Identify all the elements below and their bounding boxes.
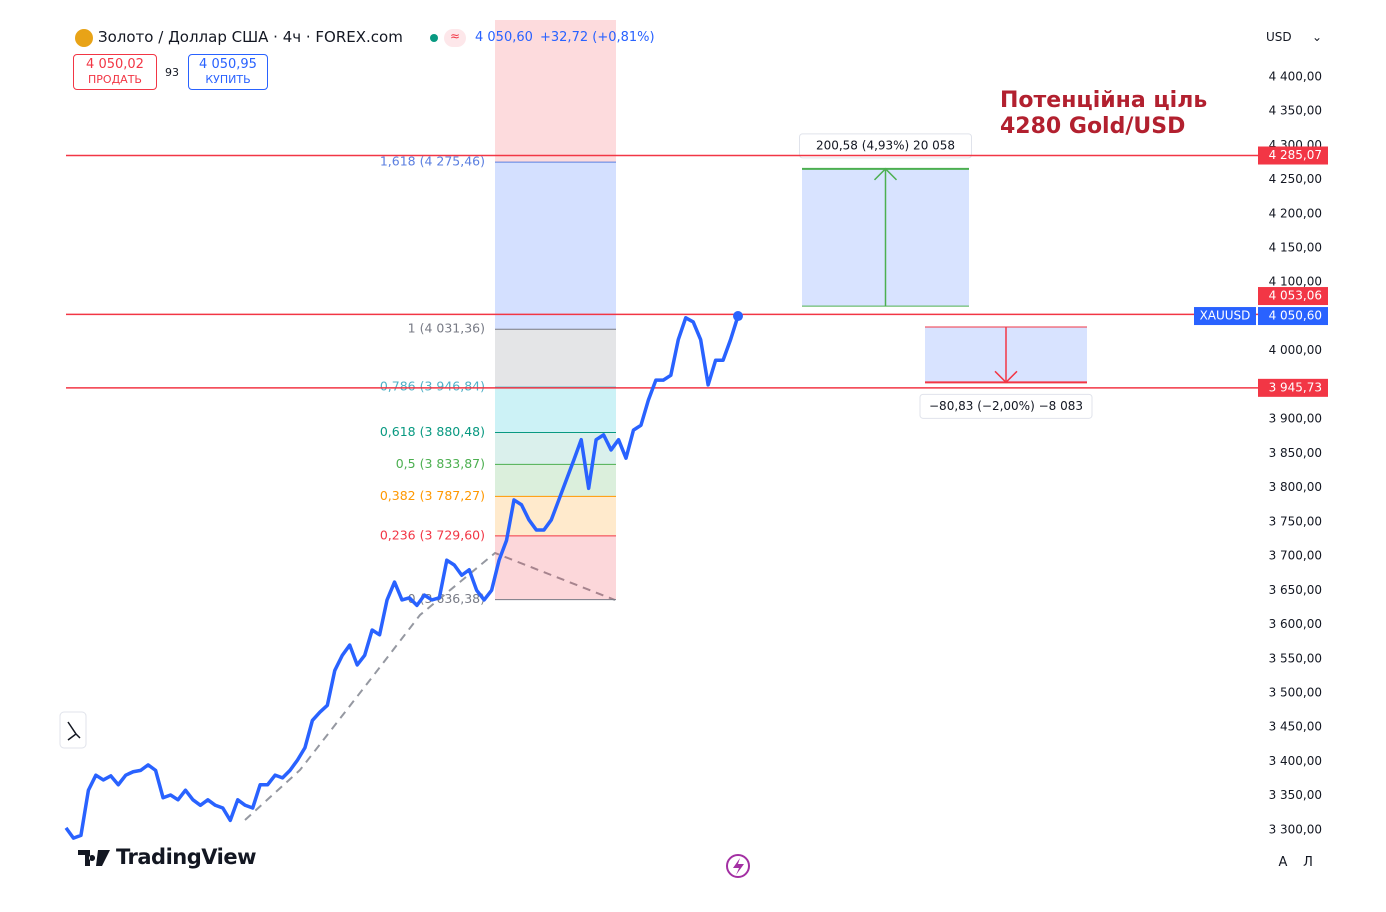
last-price-tag-label: 4 050,60 <box>1269 309 1322 323</box>
symbol-icon <box>75 29 93 47</box>
fib-label: 0,786 (3 946,84) <box>380 379 485 394</box>
spread: 93 <box>165 66 179 79</box>
logo-icon <box>78 850 110 866</box>
y-tick-label: 4 150,00 <box>1269 240 1322 254</box>
price-change: +32,72 (+0,81%) <box>540 30 655 45</box>
measure-arrow-head <box>994 370 1018 384</box>
y-tick-label: 3 800,00 <box>1269 480 1322 494</box>
y-tick-label: 3 350,00 <box>1269 788 1322 802</box>
scale-button[interactable]: A <box>1278 855 1288 870</box>
trend-line <box>244 551 616 821</box>
y-tick-label: 3 750,00 <box>1269 514 1322 528</box>
symbol-title: Золото / Доллар США · 4ч · FOREX.com <box>98 28 403 46</box>
fib-label: 1 (4 031,36) <box>408 321 485 336</box>
chevron: ⌄ <box>1311 30 1322 44</box>
fib-zone <box>495 387 616 433</box>
plot: 3 300,00 3 350,00 3 400,00 3 450,00 3 500,00… <box>64 20 1328 840</box>
buy-label: КУПИТЬ <box>205 73 251 86</box>
sell-button[interactable]: 4 050,02 ПРОДАТЬ <box>73 54 157 90</box>
price-tag-label: 4 053,06 <box>1269 289 1322 303</box>
y-tick-label: 4 400,00 <box>1269 69 1322 83</box>
y-tick-label: 3 600,00 <box>1269 617 1322 631</box>
fib-zone <box>495 162 616 330</box>
price-line <box>64 315 740 840</box>
flash-icon[interactable] <box>726 854 750 878</box>
fib-zone <box>495 535 616 600</box>
status-badge: ≈ <box>444 29 466 47</box>
y-tick-label: 3 700,00 <box>1269 549 1322 563</box>
fib-zone <box>495 329 616 388</box>
buy-price: 4 050,95 <box>199 57 257 72</box>
y-tick-label: 3 300,00 <box>1269 822 1322 836</box>
price-tag <box>1258 378 1328 397</box>
scale-button[interactable]: Л <box>1303 855 1313 870</box>
fib-label: 0,382 (3 787,27) <box>380 488 485 503</box>
logo-text: TradingView <box>116 845 256 869</box>
measure-label-bg <box>799 133 972 159</box>
fib-extension-zone <box>495 20 616 163</box>
sell-label: ПРОДАТЬ <box>88 73 142 86</box>
measure-arrow-head <box>873 167 898 181</box>
sell-price: 4 050,02 <box>86 57 144 72</box>
measure-label: −80,83 (−2,00%) −8 083 <box>929 399 1083 413</box>
price-tag <box>1258 146 1328 165</box>
last-price-tag <box>1258 307 1328 326</box>
y-tick-label: 3 500,00 <box>1269 686 1322 700</box>
annotation: Потенційна ціль <box>1000 88 1207 113</box>
y-tick-label: 3 650,00 <box>1269 583 1322 597</box>
y-tick-label: 4 200,00 <box>1269 206 1322 220</box>
y-tick-label: 3 850,00 <box>1269 446 1322 460</box>
annotation: 4280 Gold/USD <box>1000 114 1185 139</box>
currency-select[interactable]: USD ⌄ <box>1262 24 1328 50</box>
buy-button[interactable]: 4 050,95 КУПИТЬ <box>188 54 268 90</box>
status-dot <box>430 34 438 42</box>
tool-button[interactable] <box>59 711 87 749</box>
y-tick-label: 3 400,00 <box>1269 754 1322 768</box>
price-tag-label: 3 945,73 <box>1269 380 1322 394</box>
measure-label: 200,58 (4,93%) 20 058 <box>816 138 955 152</box>
y-tick-label: 4 000,00 <box>1269 343 1322 357</box>
fib-zone <box>495 464 616 497</box>
last-point <box>733 311 743 322</box>
measure-label-bg <box>919 393 1093 419</box>
fib-label: 0,236 (3 729,60) <box>380 527 485 542</box>
y-tick-label: 3 450,00 <box>1269 720 1322 734</box>
y-tick-label: 3 900,00 <box>1269 412 1322 426</box>
y-tick-label: 4 350,00 <box>1269 104 1322 118</box>
price-tag-label: 4 285,07 <box>1269 148 1322 162</box>
fib-label: 1,618 (4 275,46) <box>380 154 485 169</box>
y-tick-label: 3 550,00 <box>1269 651 1322 665</box>
price-tag <box>1258 287 1328 306</box>
y-tick-label: 4 100,00 <box>1269 275 1322 289</box>
fib-label: 0,618 (3 880,48) <box>380 424 485 439</box>
fib-label: 0,5 (3 833,87) <box>396 456 485 471</box>
y-tick-label: 4 250,00 <box>1269 172 1322 186</box>
last-price: 4 050,60 <box>475 30 533 45</box>
currency: USD <box>1266 30 1292 44</box>
symbol-tag <box>1194 307 1256 326</box>
symbol-tag-label: XAUUSD <box>1200 309 1251 323</box>
